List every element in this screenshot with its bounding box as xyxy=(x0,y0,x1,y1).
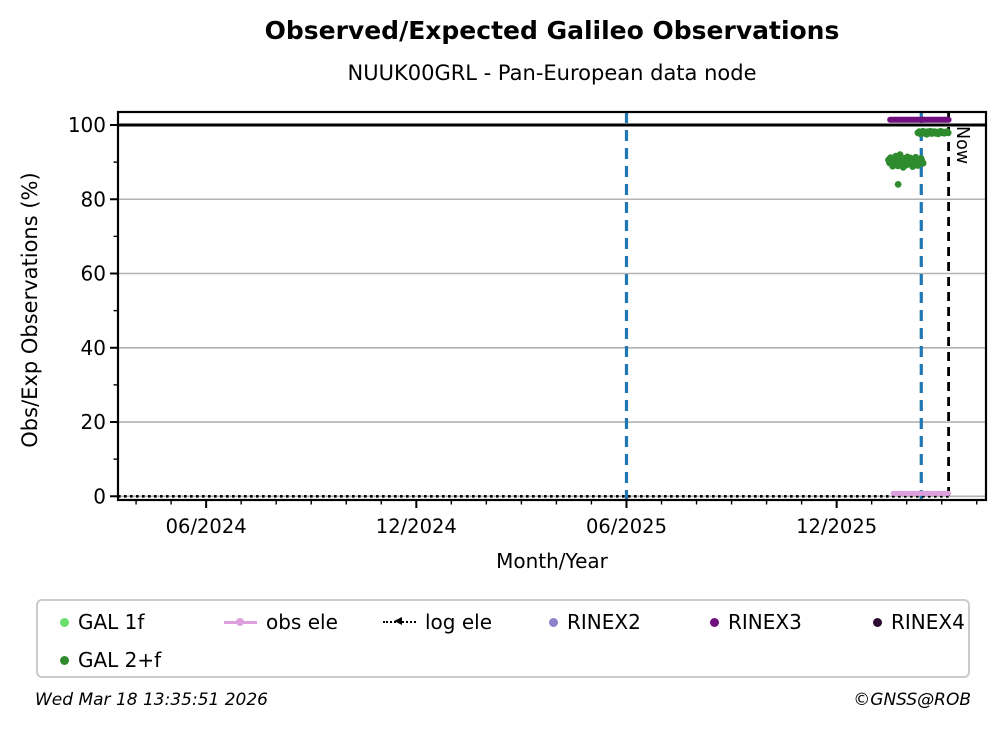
series-gal-2-f-point xyxy=(894,181,902,188)
legend-label-rinex2: RINEX2 xyxy=(567,610,641,634)
legend-label-obs-ele: obs ele xyxy=(266,610,338,634)
legend-item-log-ele: log ele xyxy=(383,607,492,637)
chart-title: Observed/Expected Galileo Observations xyxy=(264,16,840,45)
legend-item-rinex3: RINEX3 xyxy=(710,607,802,637)
y-tick-label: 0 xyxy=(93,484,106,508)
rinex4-dot-icon xyxy=(873,617,882,627)
y-tick-label: 100 xyxy=(68,113,106,137)
x-tick-label: 06/2024 xyxy=(166,515,247,538)
plot-border xyxy=(116,110,988,502)
rinex3-dot-icon xyxy=(710,617,719,627)
x-tick-label: 12/2024 xyxy=(376,515,457,538)
log-ele-arrow-icon xyxy=(394,617,402,625)
series-gal-2-f-point xyxy=(919,159,927,167)
obs-ele-line-icon xyxy=(224,618,257,626)
log-ele-dotted-arrow-icon xyxy=(383,617,416,625)
legend-item-gal-2-f: GAL 2+f xyxy=(60,645,161,675)
series-gal-2-f-point xyxy=(944,129,952,137)
legend-item-rinex2: RINEX2 xyxy=(549,607,641,637)
now-label: Now xyxy=(952,126,972,165)
footer-timestamp: Wed Mar 18 13:35:51 2026 xyxy=(35,690,268,710)
footer-copyright: ©GNSS@ROB xyxy=(853,690,971,710)
y-tick-label: 40 xyxy=(81,336,106,360)
legend-item-gal-1f: GAL 1f xyxy=(60,607,144,637)
legend-box: GAL 1f obs ele log ele RINEX2 RINEX3 RINEX4 GA… xyxy=(36,599,970,678)
y-tick-label: 20 xyxy=(81,410,106,434)
obs-ele-dot-icon xyxy=(236,618,244,626)
legend-label-rinex3: RINEX3 xyxy=(728,610,802,634)
y-tick-label: 80 xyxy=(81,187,106,211)
rinex2-dot-icon xyxy=(549,617,558,627)
x-tick-label: 12/2025 xyxy=(796,515,877,538)
legend-item-rinex4: RINEX4 xyxy=(873,607,965,637)
chart-subtitle: NUUK00GRL - Pan-European data node xyxy=(347,61,757,85)
x-tick-label: 06/2025 xyxy=(586,515,667,538)
y-tick-label: 60 xyxy=(81,262,106,286)
legend-label-gal-1f: GAL 1f xyxy=(78,610,145,634)
legend-label-log-ele: log ele xyxy=(425,610,493,634)
gal-2-f-dot-icon xyxy=(60,655,69,665)
legend-item-obs-ele: obs ele xyxy=(224,607,338,637)
gal-1f-dot-icon xyxy=(60,617,69,627)
x-axis-label: Month/Year xyxy=(496,549,608,573)
legend-label-gal-2-f: GAL 2+f xyxy=(78,648,162,672)
legend-label-rinex4: RINEX4 xyxy=(891,610,965,634)
